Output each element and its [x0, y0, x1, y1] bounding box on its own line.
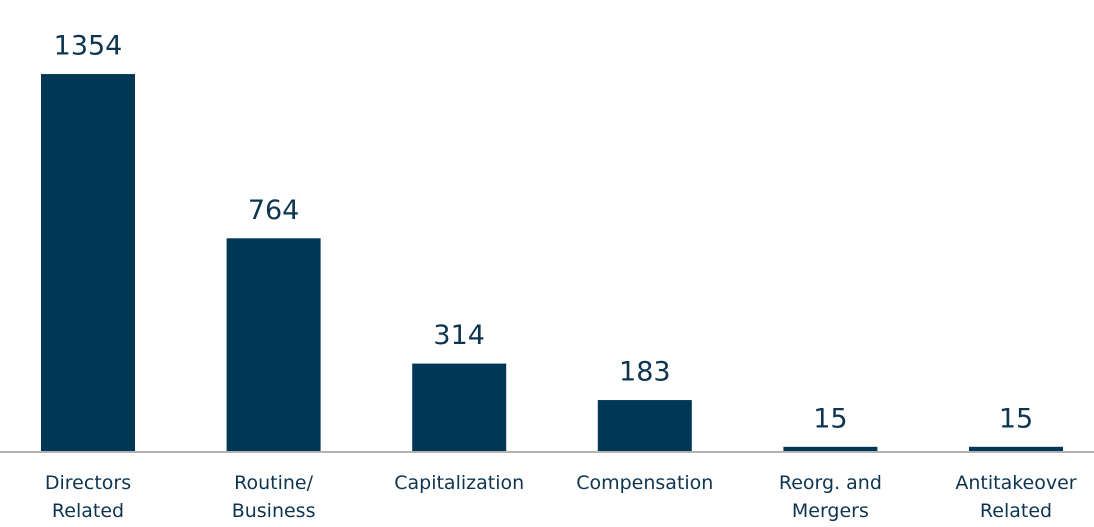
value-label: 314: [433, 320, 485, 351]
value-label: 183: [619, 357, 671, 388]
x-tick-label-line: Capitalization: [394, 472, 524, 494]
x-tick-label-line: Routine/: [234, 472, 313, 494]
x-tick-label: Reorg. and Mergers: [779, 472, 882, 522]
bar: [412, 363, 507, 451]
x-tick-label: Antitakeover Related: [955, 472, 1076, 522]
x-tick-label: Routine/Business: [232, 472, 316, 522]
x-tick-label: Compensation: [576, 472, 713, 494]
x-tick-label-line: Mergers: [792, 500, 869, 522]
x-tick-label-line: Directors: [45, 472, 131, 494]
x-tick-label: Capitalization: [394, 472, 524, 494]
bar: [226, 238, 321, 451]
value-label: 1354: [54, 31, 123, 62]
bar: [969, 446, 1063, 451]
x-tick-label-line: Compensation: [576, 472, 713, 494]
value-label: 764: [248, 195, 300, 226]
x-tick-label-line: Related: [52, 500, 124, 522]
bar: [783, 446, 878, 451]
value-label: 15: [813, 403, 847, 434]
x-tick-label-line: Related: [980, 500, 1052, 522]
bar: [41, 74, 135, 452]
x-tick-label-line: Antitakeover: [955, 472, 1076, 494]
value-label: 15: [999, 403, 1033, 434]
bar: [597, 400, 692, 451]
x-tick-label-line: Business: [232, 500, 316, 522]
x-tick-label: Directors Related: [45, 472, 131, 522]
x-tick-label-line: Reorg. and: [779, 472, 882, 494]
